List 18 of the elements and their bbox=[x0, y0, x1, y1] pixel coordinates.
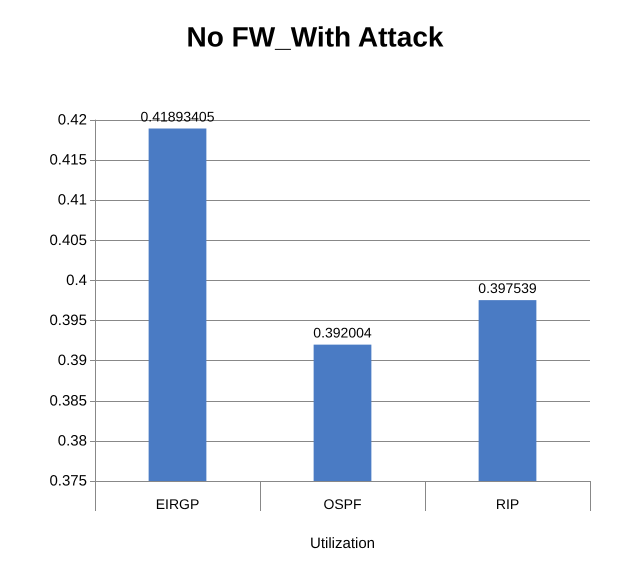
data-label: 0.392004 bbox=[313, 324, 372, 341]
y-tick-label: 0.395 bbox=[49, 312, 87, 330]
x-axis-title: Utilization bbox=[310, 535, 376, 552]
x-tick-label: EIRGP bbox=[156, 496, 200, 512]
y-tick-label: 0.41 bbox=[58, 192, 87, 209]
y-tick-label: 0.42 bbox=[58, 112, 87, 128]
y-tick-label: 0.39 bbox=[58, 352, 87, 370]
x-tick-label: RIP bbox=[496, 496, 520, 512]
y-tick-label: 0.38 bbox=[58, 432, 87, 450]
y-tick-label: 0.415 bbox=[49, 152, 87, 169]
y-tick-label: 0.405 bbox=[49, 232, 87, 249]
x-tick-label: OSPF bbox=[323, 496, 362, 512]
y-tick-label: 0.4 bbox=[66, 272, 87, 289]
y-tick-label: 0.375 bbox=[49, 472, 87, 490]
data-label: 0.397539 bbox=[478, 280, 537, 296]
y-tick-label: 0.385 bbox=[49, 392, 87, 410]
data-label: 0.41893405 bbox=[140, 108, 215, 125]
chart-title: No FW_With Attack bbox=[186, 22, 444, 52]
